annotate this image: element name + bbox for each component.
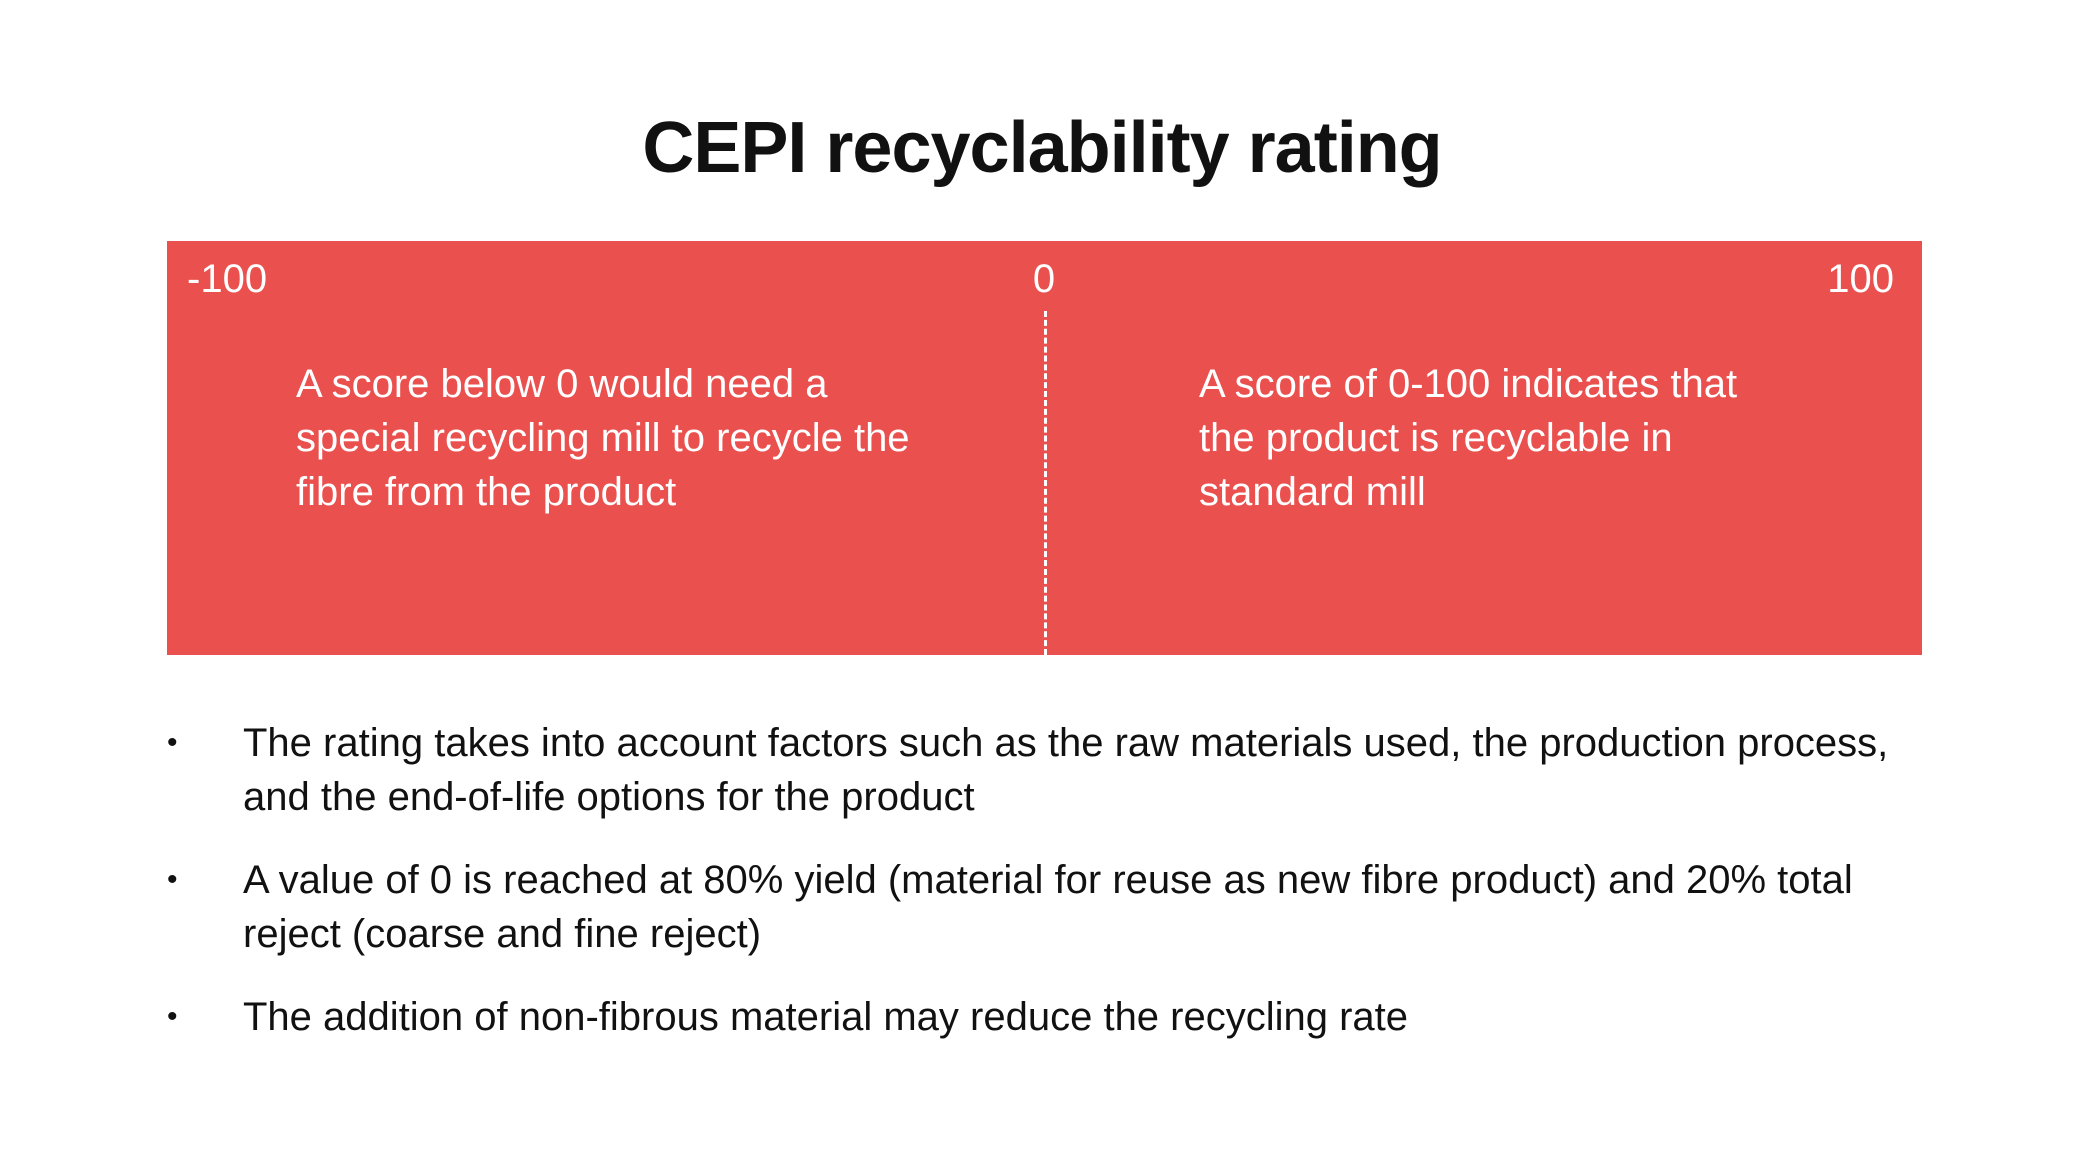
bullet-marker: • [167,863,178,896]
below-zero-description: A score below 0 would need a special rec… [296,362,910,514]
scale-zero-label: 0 [1032,257,1056,301]
bullet-text: The rating takes into account factors su… [243,721,1889,819]
rating-scale-band: -100 0 100 A score below 0 would need a … [167,241,1922,655]
scale-min-label: -100 [187,257,268,301]
above-zero-description: A score of 0-100 indicates that the prod… [1199,362,1738,514]
slide-title: CEPI recyclability rating [642,108,1442,188]
bullet-marker: • [167,1000,178,1033]
bullet-item: • A value of 0 is reached at 80% yield (… [167,853,1922,961]
bullet-item: • The rating takes into account factors … [167,716,1922,824]
zero-divider-line [1044,311,1047,655]
scale-max-label: 100 [1827,257,1894,301]
bullet-text: A value of 0 is reached at 80% yield (ma… [243,858,1853,956]
bullet-marker: • [167,726,178,759]
bullet-item: • The addition of non-fibrous material m… [167,990,1922,1044]
bullet-list: • The rating takes into account factors … [167,716,1922,1073]
bullet-text: The addition of non-fibrous material may… [243,995,1409,1039]
